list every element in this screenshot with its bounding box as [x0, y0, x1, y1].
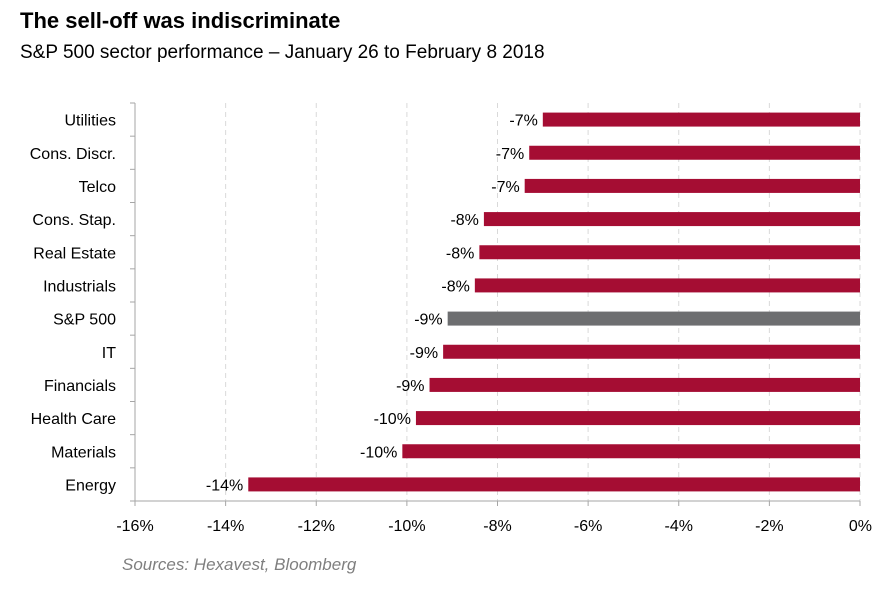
- bar: [447, 311, 860, 326]
- data-label: -8%: [441, 278, 469, 295]
- category-label: S&P 500: [53, 312, 116, 329]
- data-label: -7%: [496, 146, 524, 163]
- data-label: -7%: [509, 113, 537, 130]
- category-label: IT: [102, 345, 116, 362]
- x-tick-label: -14%: [207, 518, 244, 535]
- category-label: Health Care: [31, 411, 116, 428]
- x-tick-label: -12%: [298, 518, 335, 535]
- data-label: -14%: [206, 477, 243, 494]
- gridlines: [225, 103, 861, 501]
- data-label: -8%: [450, 212, 478, 229]
- axes: [130, 102, 861, 506]
- category-label: Materials: [51, 444, 116, 461]
- data-label: -9%: [414, 312, 442, 329]
- bar: [443, 344, 860, 359]
- category-label: Cons. Discr.: [30, 146, 116, 163]
- category-label: Financials: [44, 378, 116, 395]
- bar: [479, 245, 860, 260]
- x-tick-label: -16%: [116, 518, 153, 535]
- bar: [524, 178, 860, 193]
- data-label: -9%: [396, 378, 424, 395]
- x-tick-label: -4%: [665, 518, 693, 535]
- chart-title: The sell-off was indiscriminate: [20, 8, 341, 33]
- bar: [483, 212, 860, 227]
- data-label: -7%: [491, 179, 519, 196]
- bar: [542, 112, 860, 127]
- category-label: Telco: [79, 179, 116, 196]
- category-label: Energy: [65, 477, 116, 494]
- x-tick-label: -6%: [574, 518, 602, 535]
- x-tick-label: -10%: [388, 518, 425, 535]
- bar: [529, 145, 860, 160]
- x-tick-label: 0%: [849, 518, 872, 535]
- data-label: -10%: [374, 411, 411, 428]
- bar: [415, 411, 860, 426]
- bar: [474, 278, 860, 293]
- source-note: Sources: Hexavest, Bloomberg: [122, 555, 357, 574]
- category-label: Utilities: [64, 113, 116, 130]
- bars: [248, 112, 860, 492]
- bar: [402, 444, 860, 459]
- labels: Utilities Cons. Discr. Telco Cons. Stap. Rea…: [30, 113, 872, 535]
- x-tick-label: -2%: [755, 518, 783, 535]
- data-label: -9%: [410, 345, 438, 362]
- category-label: Real Estate: [33, 245, 116, 262]
- category-label: Industrials: [43, 278, 116, 295]
- data-label: -10%: [360, 444, 397, 461]
- data-label: -8%: [446, 245, 474, 262]
- x-tick-label: -8%: [483, 518, 511, 535]
- chart-subtitle: S&P 500 sector performance – January 26 …: [20, 42, 545, 63]
- bar: [429, 377, 860, 392]
- bar: [248, 477, 860, 492]
- category-label: Cons. Stap.: [32, 212, 116, 229]
